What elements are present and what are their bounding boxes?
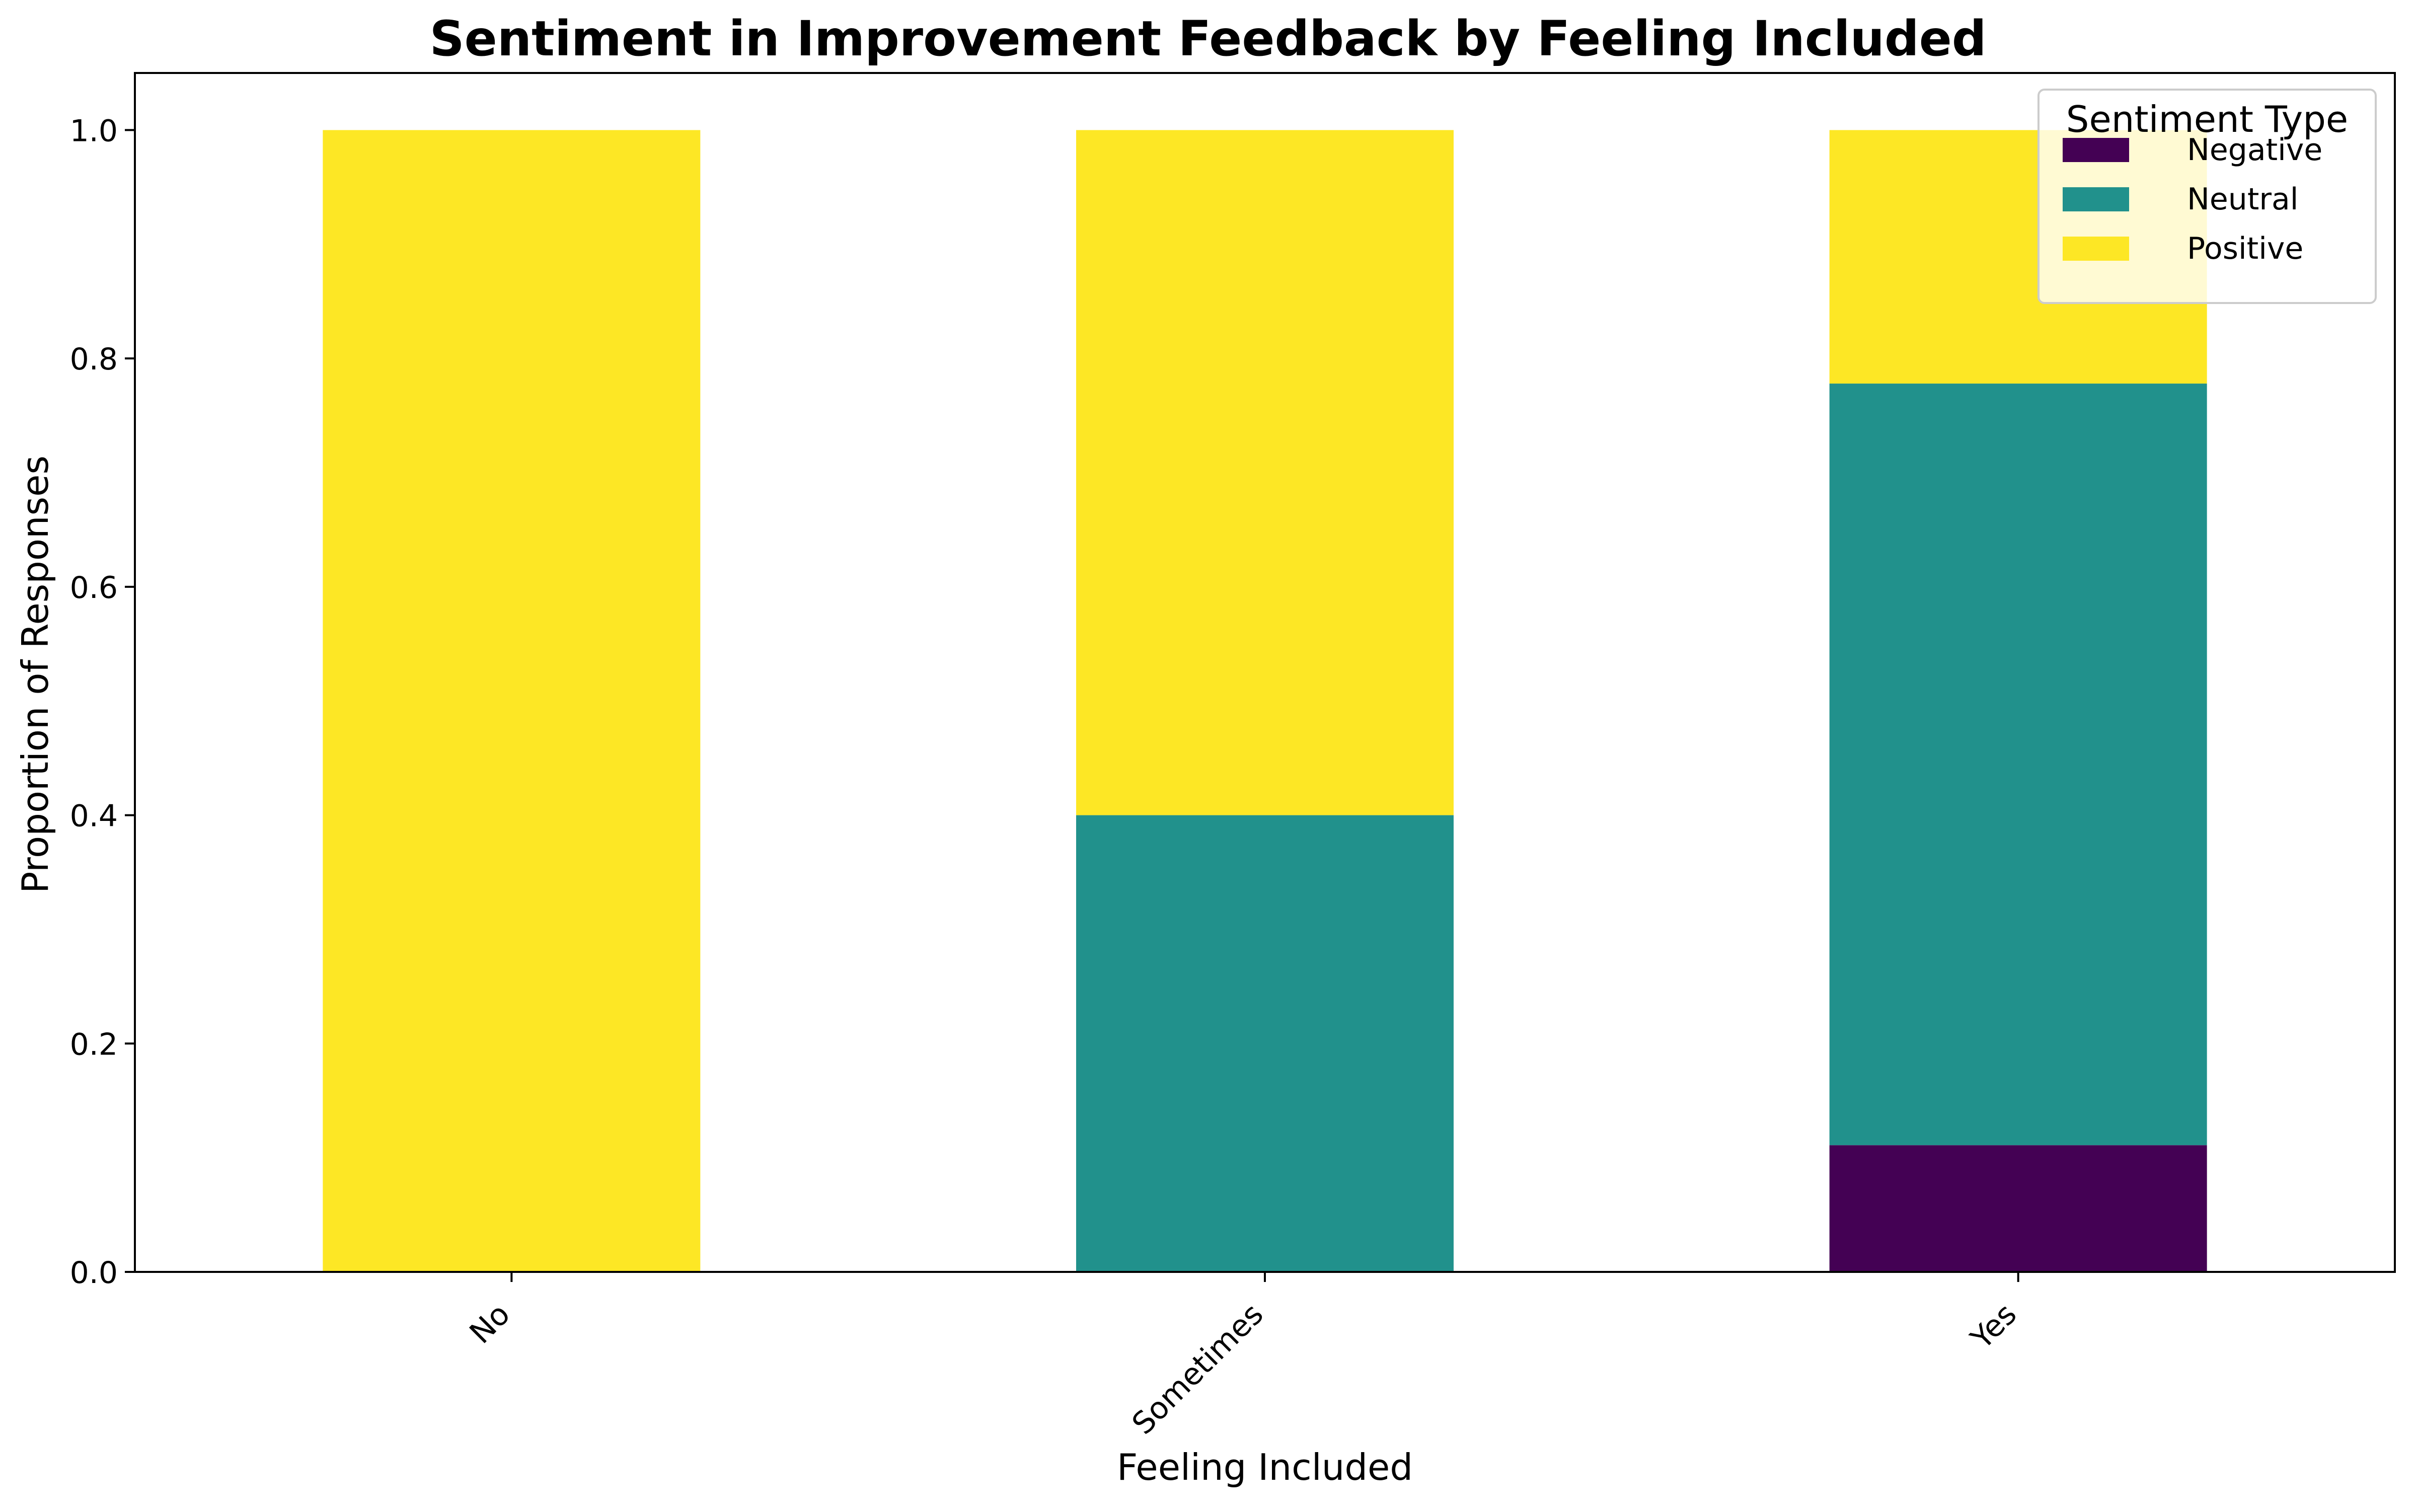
y-tick-label-0-8: 0.8 [70, 342, 118, 377]
bar-yes-neutral [1829, 384, 2207, 1146]
legend-swatch-negative [2063, 138, 2129, 162]
y-tick-label-1: 1.0 [70, 113, 118, 148]
y-tick-label-0-2: 0.2 [70, 1027, 118, 1062]
plot-area: No Sometimes Yes 0.0 0.2 0.4 0.6 0.8 1.0 [70, 72, 2396, 1442]
legend-swatch-positive [2063, 237, 2129, 261]
x-tick-label-no: No [463, 1297, 517, 1350]
legend-label-negative: Negative [2187, 132, 2322, 168]
legend-label-positive: Positive [2187, 231, 2303, 266]
x-tick-label-sometimes: Sometimes [1125, 1297, 1270, 1442]
legend-label-neutral: Neutral [2187, 182, 2298, 217]
legend-title: Sentiment Type [2066, 98, 2348, 140]
y-tick-label-0: 0.0 [70, 1255, 118, 1291]
bar-sometimes-neutral [1076, 815, 1454, 1272]
legend-items: Negative Neutral Positive [2063, 132, 2322, 266]
x-tick-label-yes: Yes [1964, 1297, 2024, 1356]
y-tick-label-0-4: 0.4 [70, 799, 118, 834]
legend-swatch-neutral [2063, 187, 2129, 211]
y-tick-label-0-6: 0.6 [70, 570, 118, 606]
legend: Sentiment Type Negative Neutral Positive [2037, 89, 2377, 304]
bar-no-positive [323, 130, 701, 1272]
bar-sometimes-positive [1076, 130, 1454, 815]
plot-frame [134, 72, 2396, 1273]
bar-yes-negative [1829, 1145, 2207, 1272]
y-axis-label: Proportion of Responses [14, 456, 56, 893]
x-axis-label: Feeling Included [1117, 1446, 1413, 1488]
chart-title: Sentiment in Improvement Feedback by Fee… [429, 11, 1986, 67]
